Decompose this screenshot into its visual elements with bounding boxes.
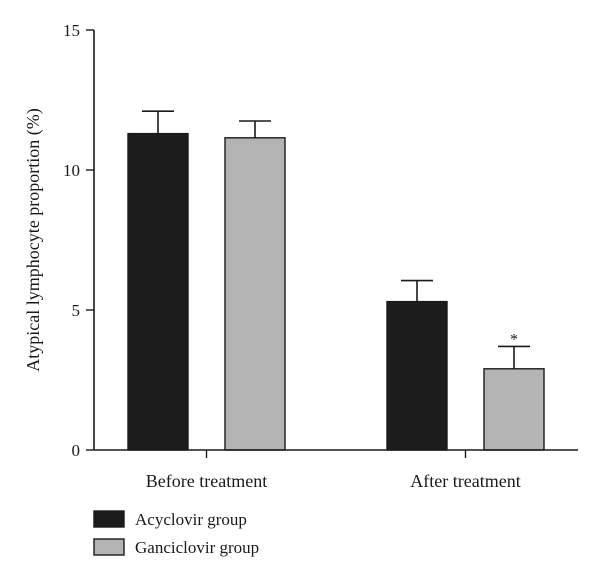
x-tick-label: After treatment bbox=[410, 471, 520, 491]
legend-label: Ganciclovir group bbox=[135, 538, 259, 557]
x-tick-label: Before treatment bbox=[146, 471, 267, 491]
bar bbox=[483, 368, 545, 451]
error-bars-layer bbox=[142, 110, 530, 369]
y-tick-label: 10 bbox=[63, 161, 80, 180]
legend-label: Acyclovir group bbox=[135, 510, 247, 529]
bar bbox=[224, 137, 286, 451]
y-tick-label: 15 bbox=[63, 21, 80, 40]
y-tick-label: 5 bbox=[72, 301, 81, 320]
y-ticks: 0 5 10 15 bbox=[63, 21, 94, 460]
y-tick-label: 0 bbox=[72, 441, 81, 460]
legend-swatch bbox=[93, 510, 125, 528]
legend-swatch bbox=[93, 538, 125, 556]
y-axis-title: Atypical lymphocyte proportion (%) bbox=[23, 108, 44, 371]
x-ticks: Before treatment After treatment bbox=[146, 450, 521, 491]
bars-layer bbox=[127, 132, 545, 451]
legend: Acyclovir group Ganciclovir group bbox=[93, 510, 259, 557]
bar bbox=[127, 132, 189, 451]
bar bbox=[386, 300, 448, 451]
significance-marker: * bbox=[510, 331, 518, 348]
annotations-layer: * bbox=[510, 331, 518, 348]
